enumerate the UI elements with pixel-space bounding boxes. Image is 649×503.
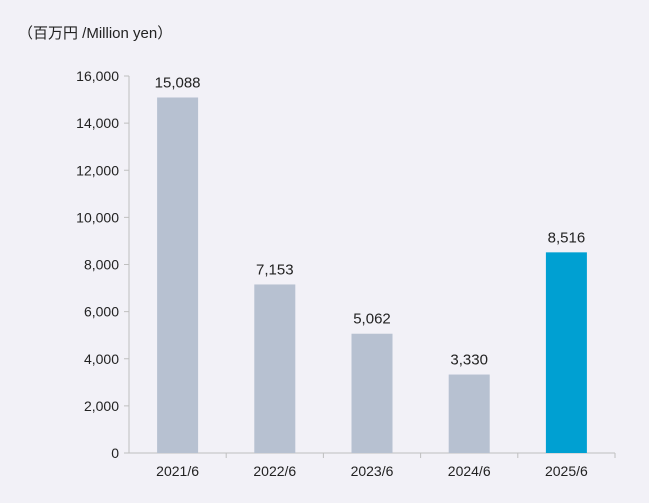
unit-label: （百万円 /Million yen） bbox=[18, 25, 173, 42]
x-tick-label: 2023/6 bbox=[351, 463, 394, 479]
x-tick-label: 2021/6 bbox=[156, 463, 199, 479]
bar bbox=[351, 333, 393, 453]
x-tick-label: 2025/6 bbox=[545, 463, 588, 479]
data-label: 3,330 bbox=[450, 352, 488, 369]
y-tick-label: 4,000 bbox=[84, 351, 119, 367]
y-tick-label: 2,000 bbox=[84, 398, 119, 414]
bar bbox=[545, 252, 587, 453]
y-tick-label: 14,000 bbox=[76, 115, 119, 131]
data-label: 5,062 bbox=[353, 311, 391, 328]
y-tick-label: 16,000 bbox=[76, 68, 119, 84]
bar bbox=[254, 284, 296, 453]
data-label: 15,088 bbox=[155, 74, 201, 91]
y-tick-label: 12,000 bbox=[76, 162, 119, 178]
y-tick-label: 6,000 bbox=[84, 304, 119, 320]
y-tick-label: 10,000 bbox=[76, 209, 119, 225]
bar bbox=[448, 374, 490, 453]
bar bbox=[157, 97, 199, 453]
data-label: 8,516 bbox=[548, 229, 586, 246]
x-tick-label: 2022/6 bbox=[253, 463, 296, 479]
data-label: 7,153 bbox=[256, 261, 294, 278]
y-tick-label: 8,000 bbox=[84, 257, 119, 273]
x-tick-label: 2024/6 bbox=[448, 463, 491, 479]
y-tick-label: 0 bbox=[111, 445, 119, 461]
